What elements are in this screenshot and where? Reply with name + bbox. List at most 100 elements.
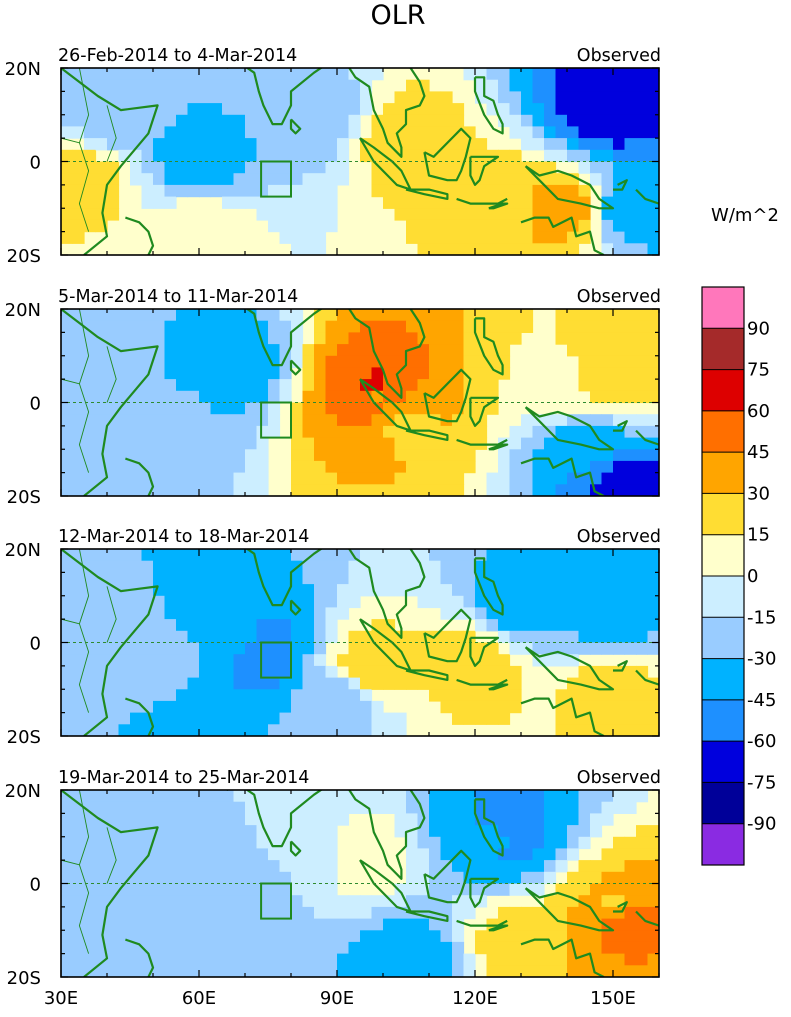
field-cell <box>532 91 545 104</box>
field-cell <box>314 918 327 931</box>
field-cell <box>578 630 591 644</box>
field-cell <box>325 549 338 562</box>
field-cell <box>613 332 626 345</box>
field-cell <box>256 689 269 702</box>
field-cell <box>279 91 292 104</box>
field-cell <box>590 584 603 597</box>
figure-title: OLR <box>370 0 425 31</box>
field-cell <box>337 91 350 104</box>
field-cell <box>509 219 522 233</box>
field-cell <box>118 836 131 850</box>
field-cell <box>440 309 453 322</box>
field-cell <box>647 79 659 92</box>
field-cell <box>222 665 235 679</box>
field-cell <box>475 665 488 679</box>
field-cell <box>429 825 442 838</box>
field-cell <box>440 460 453 474</box>
field-cell <box>210 437 223 450</box>
field-cell <box>383 642 396 655</box>
field-cell <box>532 941 545 955</box>
panel-tag: Observed <box>577 527 661 547</box>
field-cell <box>394 560 407 573</box>
field-cell <box>486 79 499 92</box>
field-cell <box>72 906 85 920</box>
field-cell <box>417 231 430 244</box>
field-cell <box>578 860 591 873</box>
field-cell <box>440 560 453 573</box>
field-cell <box>371 379 384 392</box>
field-cell <box>348 654 361 667</box>
field-cell <box>302 437 315 450</box>
field-cell <box>475 712 488 725</box>
field-cell <box>291 883 304 896</box>
field-cell <box>118 724 131 736</box>
field-cell <box>107 941 120 955</box>
field-cell <box>383 355 396 369</box>
field-cell <box>601 848 614 861</box>
field-cell <box>406 549 419 562</box>
field-cell <box>279 965 292 977</box>
field-cell <box>95 607 108 620</box>
field-cell <box>406 836 419 850</box>
field-cell <box>291 243 304 255</box>
field-cell <box>337 309 350 322</box>
field-cell <box>578 965 591 977</box>
field-cell <box>210 953 223 966</box>
field-cell <box>636 560 649 573</box>
field-cell <box>199 390 212 404</box>
field-cell <box>624 472 637 485</box>
field-cell <box>233 836 246 850</box>
field-cell <box>245 437 258 450</box>
field-cell <box>279 860 292 873</box>
field-cell <box>555 79 568 92</box>
field-cell <box>509 173 522 186</box>
field-cell <box>176 642 189 655</box>
field-cell <box>509 595 522 609</box>
field-cell <box>222 68 235 81</box>
field-cell <box>647 243 659 255</box>
field-cell <box>440 584 453 597</box>
field-cell <box>291 630 304 644</box>
field-cell <box>440 930 453 943</box>
field-cell <box>130 91 143 104</box>
field-cell <box>601 219 614 233</box>
field-cell <box>210 595 223 609</box>
field-cell <box>567 848 580 861</box>
field-cell <box>199 677 212 690</box>
field-cell <box>394 825 407 838</box>
field-cell <box>613 965 626 977</box>
field-cell <box>164 790 177 803</box>
field-cell <box>613 114 626 128</box>
field-cell <box>578 560 591 573</box>
field-cell <box>256 549 269 562</box>
field-cell <box>314 953 327 966</box>
field-cell <box>544 173 557 186</box>
field-cell <box>187 138 200 151</box>
field-cell <box>107 906 120 920</box>
coastline <box>469 396 500 427</box>
field-cell <box>141 414 154 427</box>
field-cell <box>417 860 430 873</box>
field-cell <box>578 367 591 380</box>
field-cell <box>624 560 637 573</box>
field-cell <box>256 584 269 597</box>
field-cell <box>118 801 131 814</box>
field-cell <box>118 665 131 679</box>
field-cell <box>302 208 315 221</box>
field-cell <box>107 309 120 322</box>
field-cell <box>590 320 603 333</box>
field-cell <box>475 848 488 861</box>
field-cell <box>452 320 465 333</box>
field-cell <box>176 560 189 573</box>
field-cell <box>601 126 614 139</box>
field-cell <box>498 149 511 163</box>
field-cell <box>337 689 350 702</box>
field-cell <box>176 836 189 850</box>
field-cell <box>199 654 212 667</box>
field-cell <box>348 665 361 679</box>
field-cell <box>268 320 281 333</box>
field-cell <box>61 941 74 955</box>
field-cell <box>302 68 315 81</box>
field-cell <box>590 871 603 885</box>
field-cell <box>107 355 120 369</box>
